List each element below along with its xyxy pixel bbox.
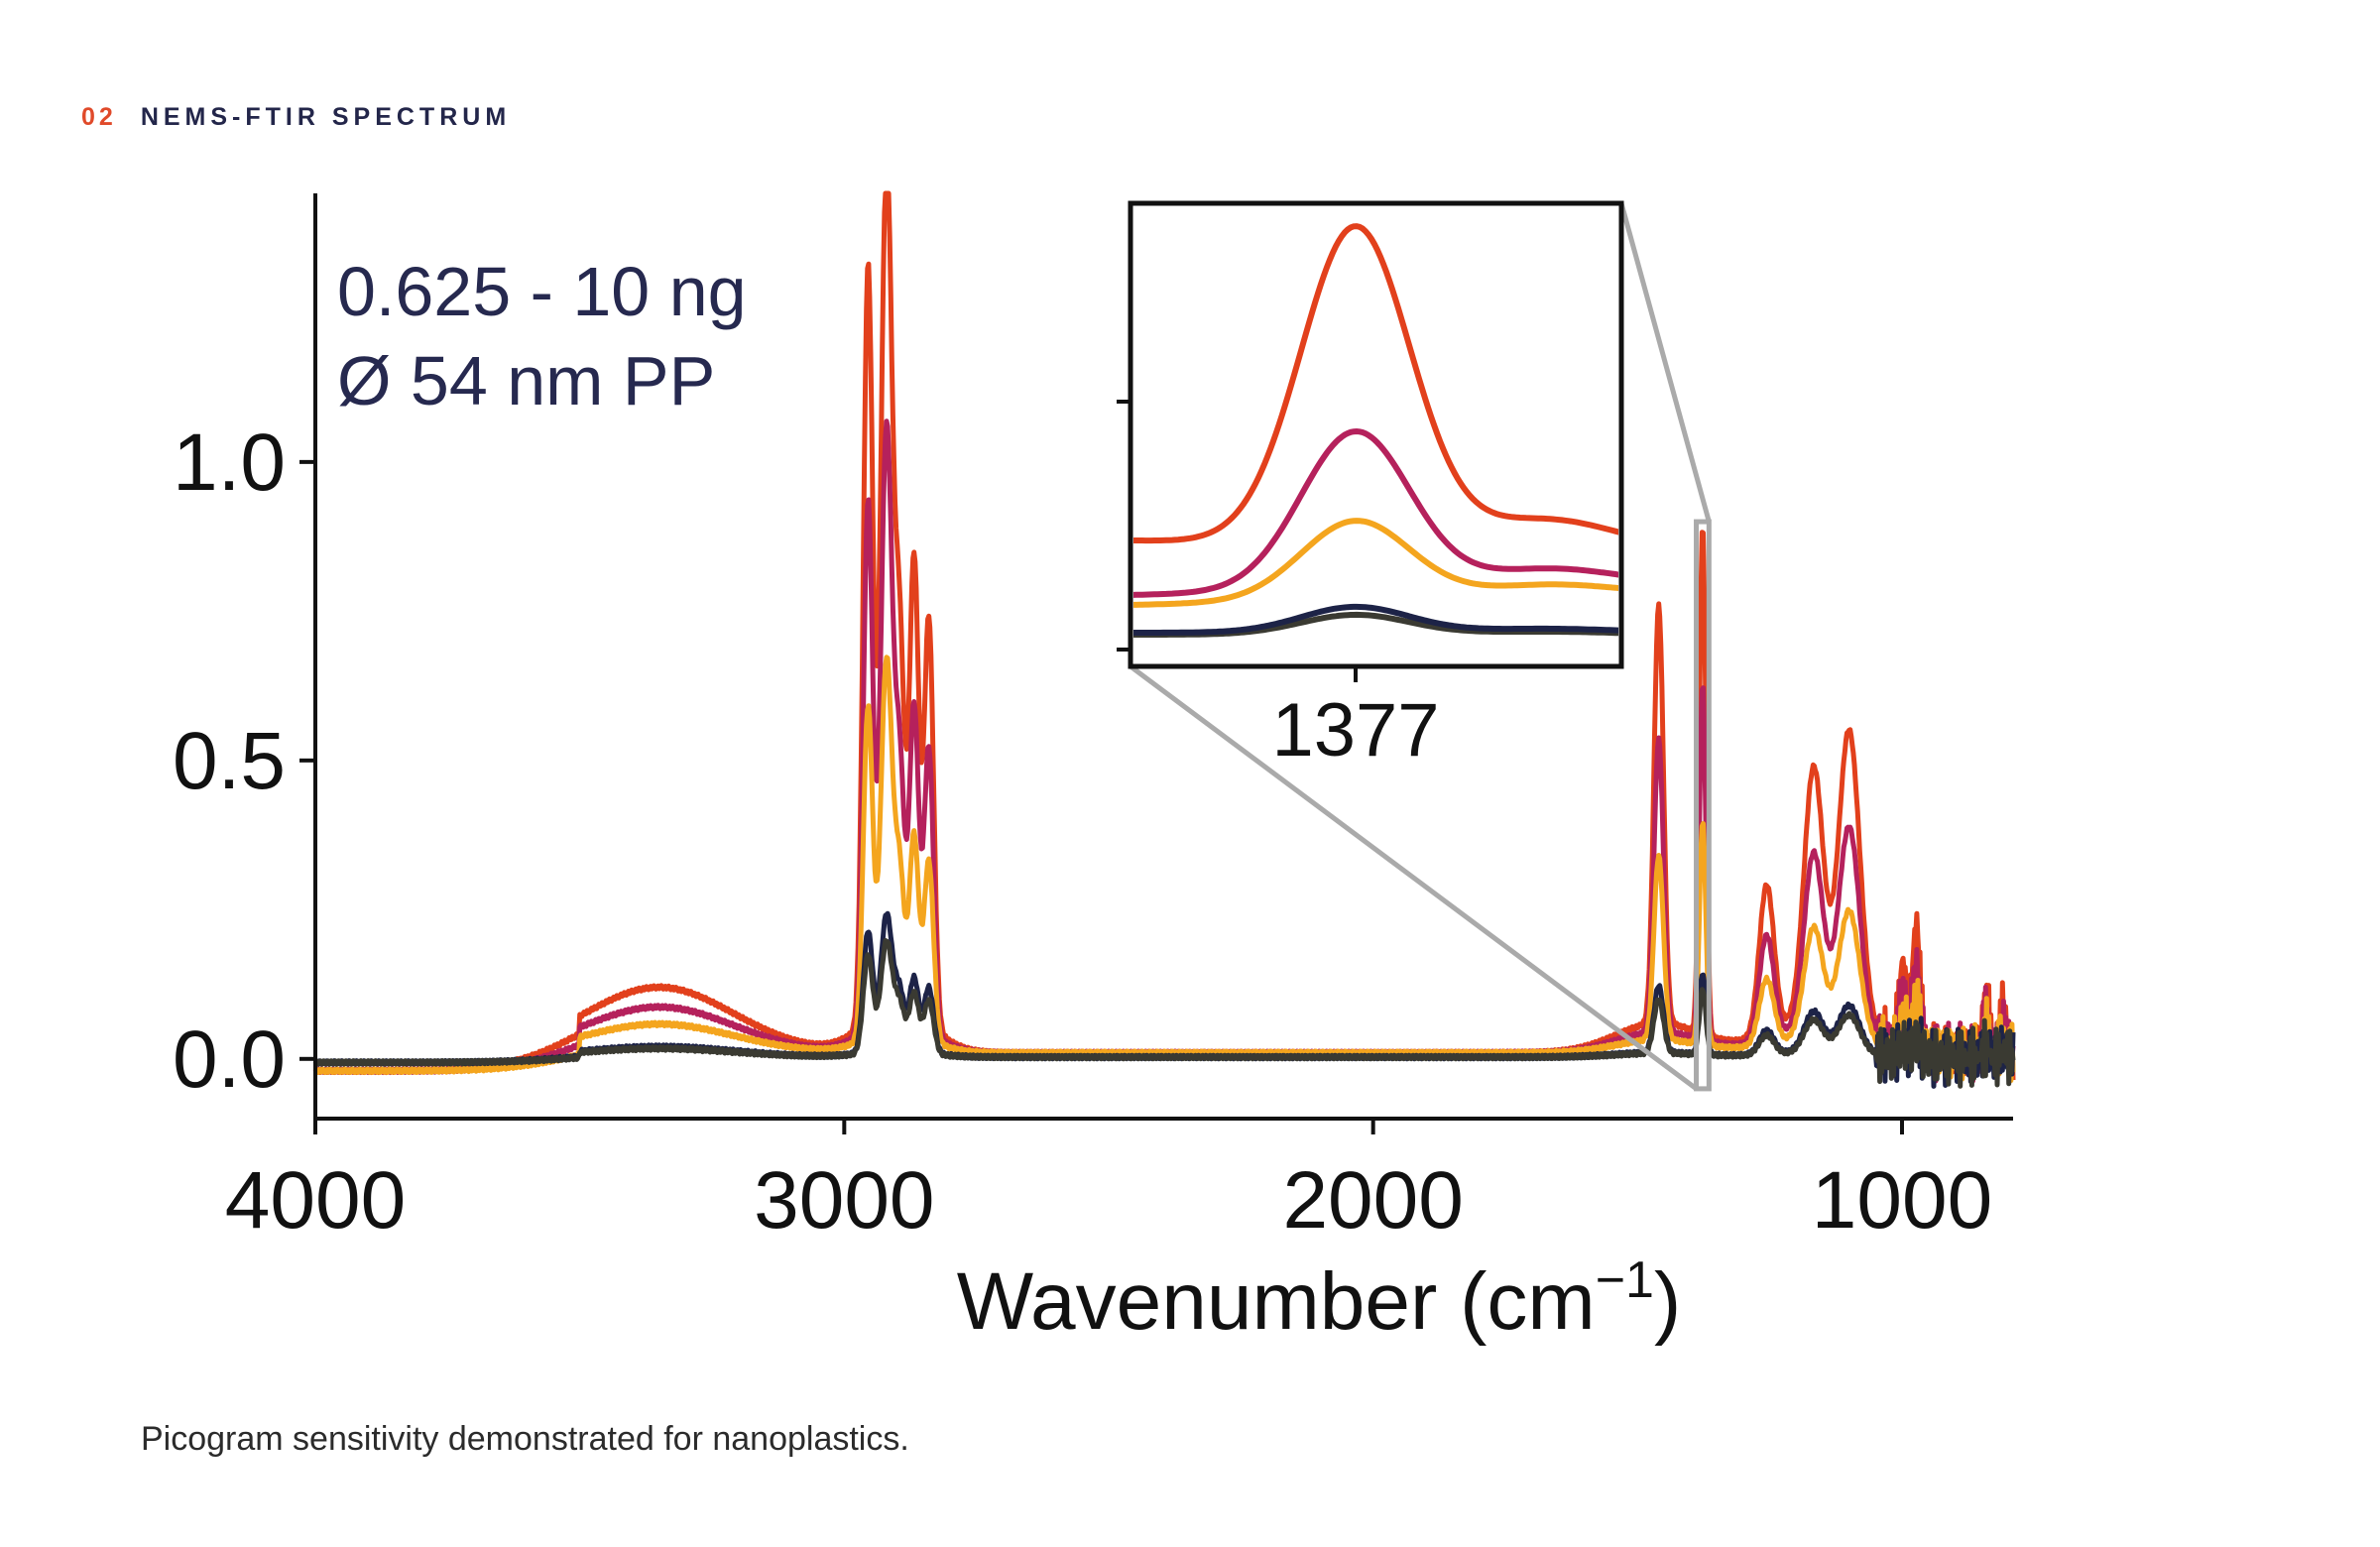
inset-series-line-3 xyxy=(1133,518,1618,608)
section-label: 02 NEMS-FTIR SPECTRUM xyxy=(81,99,511,135)
inset-plot: 1377 xyxy=(1117,200,1624,773)
x-tick-label: 4000 xyxy=(225,1155,406,1246)
figure-caption: Picogram sensitivity demonstrated for na… xyxy=(141,1420,909,1458)
series-line-5 xyxy=(312,938,2016,1089)
x-axis-label: Wavenumber (cm−1) xyxy=(957,1251,1682,1347)
series-line-3 xyxy=(312,654,2016,1084)
inset-series-line-4 xyxy=(1133,603,1618,636)
zoom-box xyxy=(1694,519,1712,1092)
annotation-mass-range: 0.625 - 10 ng xyxy=(337,253,747,330)
inset-series-line-1 xyxy=(1133,223,1618,544)
zoom-connector-top xyxy=(1618,202,1712,523)
inset-curves xyxy=(1133,223,1618,638)
y-tick-label: 0.5 xyxy=(173,716,286,806)
y-tick-label: 0.0 xyxy=(173,1014,286,1105)
x-tick-label: 3000 xyxy=(754,1155,934,1246)
annotation-particle-size: Ø 54 nm PP xyxy=(337,342,715,419)
zoom-connector-bottom xyxy=(1129,663,1699,1091)
series-layer xyxy=(312,190,2016,1089)
inset-x-tick-label: 1377 xyxy=(1271,688,1439,773)
x-tick-label: 1000 xyxy=(1812,1155,1992,1246)
zoom-connector-lines xyxy=(1129,202,1712,1092)
axes-layer: 4000 3000 2000 1000 0.0 0.5 1.0 xyxy=(173,193,2013,1246)
x-tick-label: 2000 xyxy=(1282,1155,1463,1246)
inset-series-line-2 xyxy=(1133,427,1618,598)
y-tick-label: 1.0 xyxy=(173,417,286,508)
inset-frame xyxy=(1128,200,1624,669)
section-title: NEMS-FTIR SPECTRUM xyxy=(140,102,512,131)
section-number: 02 xyxy=(81,102,117,131)
ftir-spectrum-chart: 4000 3000 2000 1000 0.0 0.5 1.0 1377 0.625 - 1… xyxy=(173,190,2016,1347)
